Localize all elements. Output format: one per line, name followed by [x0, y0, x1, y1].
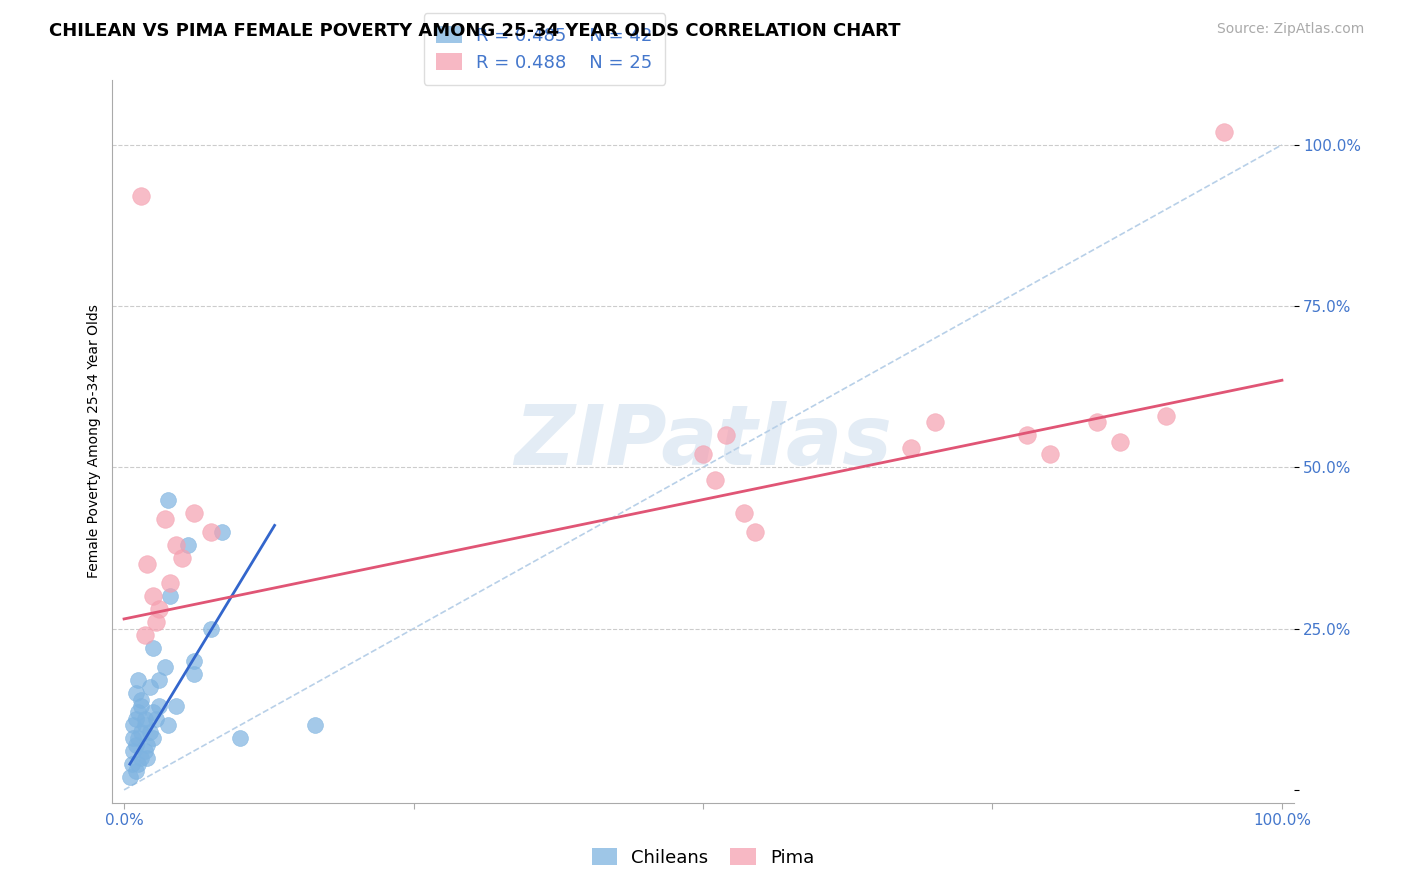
- Point: [136, 750, 159, 764]
- Point: [131, 699, 153, 714]
- Point: [148, 673, 170, 688]
- Point: [127, 731, 149, 746]
- Point: [900, 441, 922, 455]
- Point: [183, 506, 205, 520]
- Point: [177, 538, 200, 552]
- Point: [183, 654, 205, 668]
- Point: [924, 415, 946, 429]
- Point: [148, 602, 170, 616]
- Point: [138, 680, 160, 694]
- Point: [136, 557, 159, 571]
- Point: [692, 447, 714, 461]
- Point: [153, 512, 176, 526]
- Point: [145, 712, 167, 726]
- Point: [170, 550, 193, 565]
- Point: [148, 699, 170, 714]
- Point: [127, 757, 149, 772]
- Point: [131, 692, 153, 706]
- Point: [229, 731, 252, 746]
- Point: [127, 673, 149, 688]
- Point: [211, 524, 233, 539]
- Point: [159, 590, 181, 604]
- Point: [153, 660, 176, 674]
- Point: [124, 686, 146, 700]
- Point: [703, 473, 725, 487]
- Point: [134, 628, 156, 642]
- Text: Source: ZipAtlas.com: Source: ZipAtlas.com: [1216, 22, 1364, 37]
- Text: CHILEAN VS PIMA FEMALE POVERTY AMONG 25-34 YEAR OLDS CORRELATION CHART: CHILEAN VS PIMA FEMALE POVERTY AMONG 25-…: [49, 22, 901, 40]
- Point: [1085, 415, 1108, 429]
- Point: [1213, 125, 1236, 139]
- Point: [131, 724, 153, 739]
- Point: [134, 718, 156, 732]
- Point: [159, 576, 181, 591]
- Point: [145, 615, 167, 630]
- Point: [122, 731, 145, 746]
- Point: [157, 492, 180, 507]
- Point: [131, 750, 153, 764]
- Point: [142, 731, 165, 746]
- Y-axis label: Female Poverty Among 25-34 Year Olds: Female Poverty Among 25-34 Year Olds: [87, 304, 101, 579]
- Point: [183, 666, 205, 681]
- Point: [127, 706, 149, 720]
- Point: [131, 189, 153, 203]
- Point: [733, 506, 755, 520]
- Point: [157, 718, 180, 732]
- Point: [200, 524, 222, 539]
- Point: [142, 640, 165, 655]
- Point: [124, 764, 146, 778]
- Point: [165, 538, 187, 552]
- Point: [118, 770, 141, 784]
- Point: [714, 428, 737, 442]
- Point: [1039, 447, 1062, 461]
- Point: [134, 712, 156, 726]
- Point: [1154, 409, 1177, 423]
- Text: ZIPatlas: ZIPatlas: [515, 401, 891, 482]
- Point: [1017, 428, 1039, 442]
- Point: [136, 738, 159, 752]
- Point: [1108, 434, 1130, 449]
- Point: [304, 718, 326, 732]
- Legend: Chileans, Pima: Chileans, Pima: [585, 841, 821, 874]
- Point: [744, 524, 766, 539]
- Point: [200, 622, 222, 636]
- Point: [124, 712, 146, 726]
- Point: [122, 744, 145, 758]
- Point: [142, 706, 165, 720]
- Point: [134, 744, 156, 758]
- Point: [122, 718, 145, 732]
- Point: [138, 724, 160, 739]
- Point: [124, 738, 146, 752]
- Point: [142, 590, 165, 604]
- Point: [121, 757, 143, 772]
- Point: [165, 699, 187, 714]
